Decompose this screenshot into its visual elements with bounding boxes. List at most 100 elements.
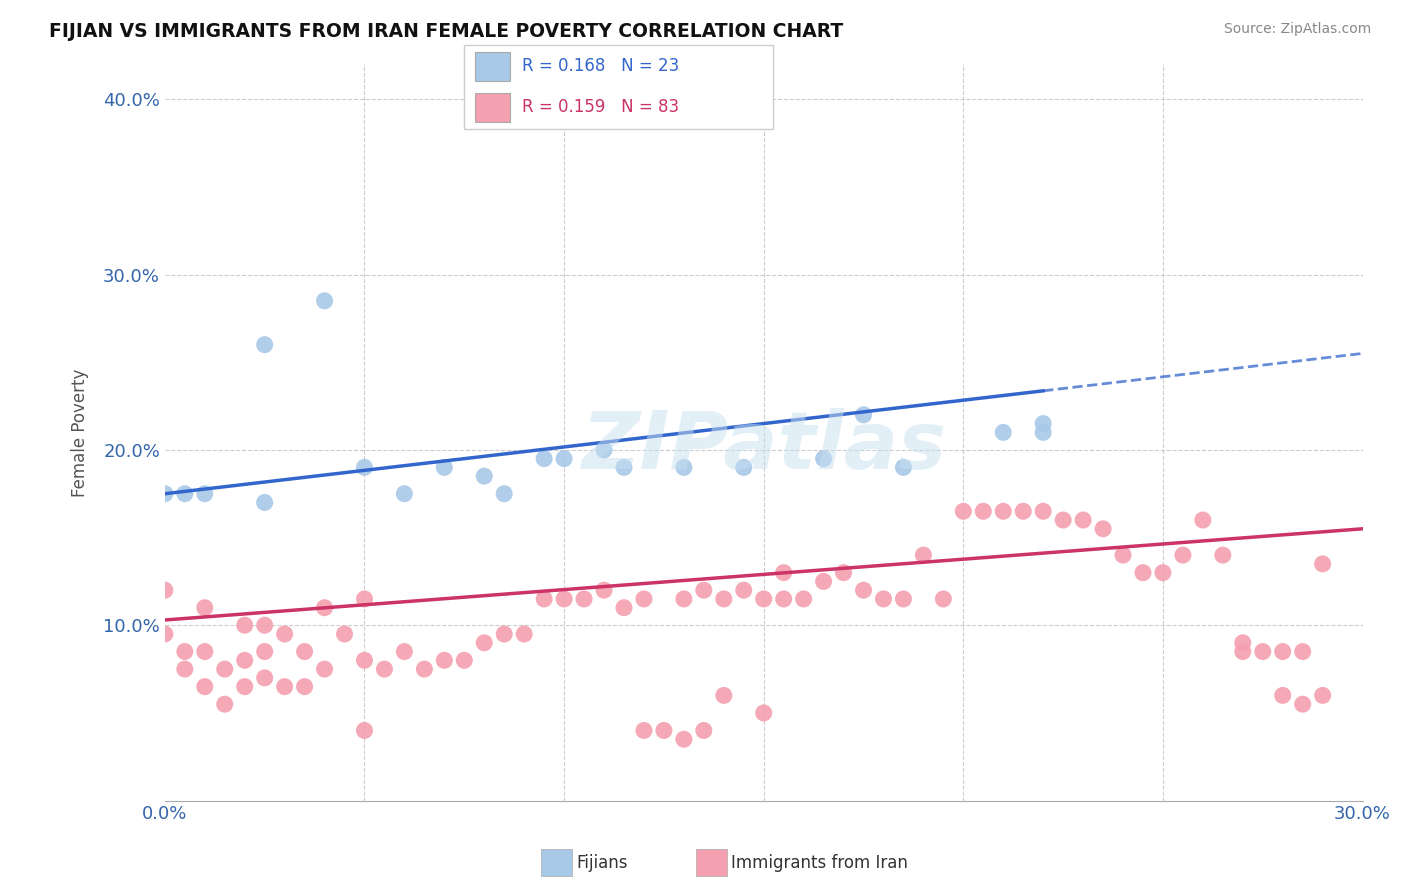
Point — [333, 627, 356, 641]
Point — [852, 408, 875, 422]
Point — [772, 566, 794, 580]
Point — [253, 644, 276, 658]
Point — [173, 486, 195, 500]
Point — [1271, 644, 1294, 658]
Point — [1052, 513, 1074, 527]
Point — [413, 662, 436, 676]
Point — [772, 591, 794, 606]
Point — [214, 662, 236, 676]
Text: Source: ZipAtlas.com: Source: ZipAtlas.com — [1223, 22, 1371, 37]
Point — [214, 697, 236, 711]
Point — [353, 460, 375, 475]
Point — [793, 591, 815, 606]
Point — [1032, 425, 1054, 440]
Point — [1271, 689, 1294, 703]
Point — [494, 486, 516, 500]
Point — [194, 486, 217, 500]
Point — [173, 644, 195, 658]
Point — [314, 600, 336, 615]
Point — [153, 486, 176, 500]
Point — [314, 293, 336, 308]
Point — [153, 627, 176, 641]
Point — [932, 591, 955, 606]
Point — [394, 644, 416, 658]
Point — [253, 495, 276, 509]
Point — [993, 425, 1015, 440]
Point — [1232, 644, 1254, 658]
Point — [294, 680, 316, 694]
Point — [733, 460, 755, 475]
Point — [593, 442, 616, 457]
Point — [813, 574, 835, 589]
Point — [1012, 504, 1035, 518]
Point — [194, 600, 217, 615]
Point — [993, 504, 1015, 518]
Point — [972, 504, 994, 518]
Point — [353, 591, 375, 606]
Text: Immigrants from Iran: Immigrants from Iran — [731, 854, 908, 871]
Point — [233, 653, 256, 667]
Point — [752, 591, 775, 606]
Point — [713, 689, 735, 703]
Point — [1112, 548, 1135, 562]
Point — [1171, 548, 1194, 562]
Point — [1152, 566, 1174, 580]
Point — [893, 460, 915, 475]
Point — [273, 627, 295, 641]
Point — [872, 591, 894, 606]
Point — [693, 583, 716, 598]
Text: FIJIAN VS IMMIGRANTS FROM IRAN FEMALE POVERTY CORRELATION CHART: FIJIAN VS IMMIGRANTS FROM IRAN FEMALE PO… — [49, 22, 844, 41]
Point — [633, 723, 655, 738]
Point — [652, 723, 675, 738]
Point — [533, 451, 555, 466]
Point — [633, 591, 655, 606]
Point — [613, 600, 636, 615]
Point — [253, 671, 276, 685]
Point — [733, 583, 755, 598]
Point — [1292, 697, 1315, 711]
Point — [153, 583, 176, 598]
Point — [253, 618, 276, 632]
Point — [1212, 548, 1234, 562]
Point — [353, 723, 375, 738]
Point — [1312, 557, 1334, 571]
Point — [1292, 644, 1315, 658]
Point — [314, 662, 336, 676]
Point — [1232, 636, 1254, 650]
Point — [294, 644, 316, 658]
Point — [672, 732, 695, 747]
Point — [273, 680, 295, 694]
Point — [672, 591, 695, 606]
Point — [513, 627, 536, 641]
Point — [1032, 504, 1054, 518]
Point — [952, 504, 974, 518]
Point — [433, 653, 456, 667]
Text: ZIPatlas: ZIPatlas — [581, 408, 946, 486]
Point — [1071, 513, 1094, 527]
Point — [233, 680, 256, 694]
Point — [893, 591, 915, 606]
Point — [832, 566, 855, 580]
Point — [373, 662, 395, 676]
Point — [233, 618, 256, 632]
Point — [1132, 566, 1154, 580]
Point — [194, 644, 217, 658]
Text: R = 0.159   N = 83: R = 0.159 N = 83 — [522, 98, 679, 117]
Text: Fijians: Fijians — [576, 854, 628, 871]
Point — [353, 653, 375, 667]
Point — [453, 653, 475, 667]
Point — [572, 591, 595, 606]
Point — [593, 583, 616, 598]
Text: R = 0.168   N = 23: R = 0.168 N = 23 — [522, 57, 679, 76]
Point — [472, 469, 495, 483]
Point — [253, 337, 276, 351]
Point — [852, 583, 875, 598]
Point — [553, 591, 575, 606]
Point — [672, 460, 695, 475]
Point — [553, 451, 575, 466]
Point — [1092, 522, 1115, 536]
Point — [693, 723, 716, 738]
Point — [752, 706, 775, 720]
Point — [813, 451, 835, 466]
Point — [394, 486, 416, 500]
